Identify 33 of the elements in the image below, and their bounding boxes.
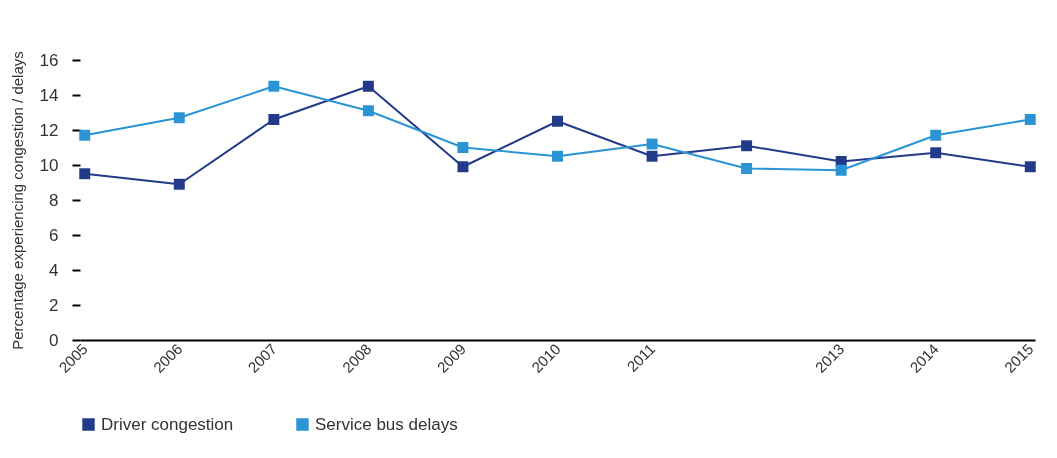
y-tick-label: 8 (49, 190, 59, 210)
y-tick-label: 2 (49, 295, 59, 315)
point (741, 140, 753, 152)
y-axis-title: Percentage experiencing congestion / delays (8, 51, 26, 350)
point (79, 129, 91, 141)
y-tick-label: 12 (39, 120, 59, 140)
point (268, 114, 280, 125)
point (457, 161, 469, 173)
point (268, 80, 280, 92)
y-tick-label: 14 (39, 85, 59, 105)
point (79, 168, 91, 180)
y-tick-label: 16 (39, 50, 59, 70)
point (173, 178, 185, 190)
point (930, 147, 942, 159)
point (457, 142, 469, 153)
legend-label: Driver congestion (101, 414, 234, 434)
y-tick-label: 6 (49, 225, 59, 245)
point (646, 138, 658, 150)
point (1024, 114, 1036, 125)
point (173, 112, 185, 124)
point (646, 150, 658, 162)
y-tick-label: 4 (49, 260, 59, 280)
point (552, 150, 563, 162)
point (362, 105, 374, 117)
point (1024, 161, 1036, 173)
point (552, 115, 563, 127)
point (362, 80, 374, 92)
y-tick-label: 10 (39, 155, 59, 175)
y-tick-label: 0 (49, 330, 59, 350)
point (930, 129, 942, 141)
point (835, 164, 847, 176)
legend-label: Service bus delays (315, 414, 458, 434)
point (741, 163, 753, 174)
